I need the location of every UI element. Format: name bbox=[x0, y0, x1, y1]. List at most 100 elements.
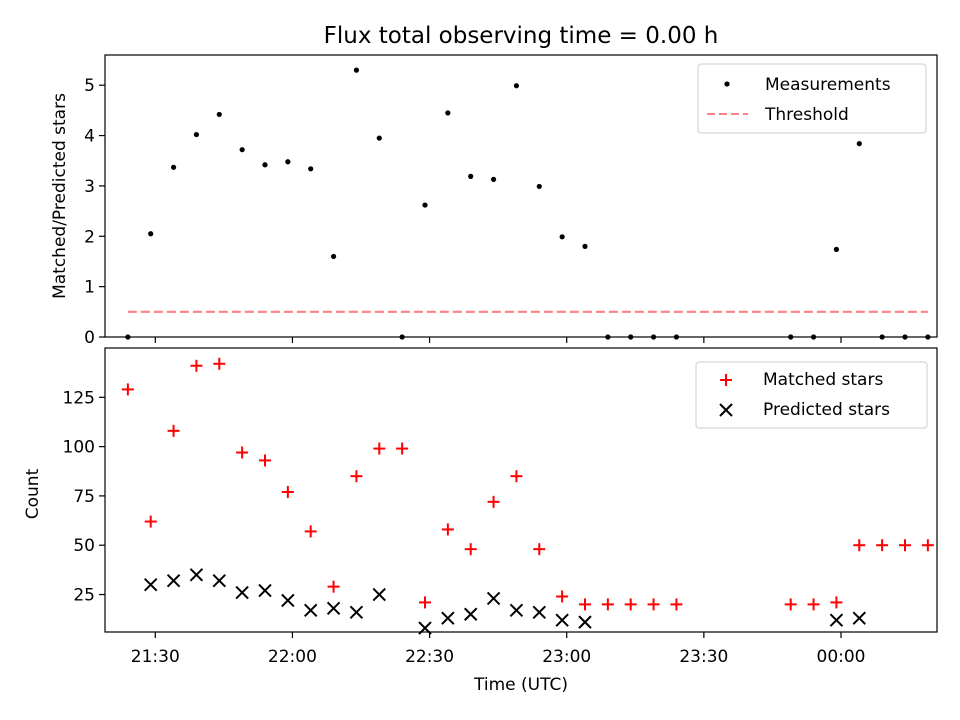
predicted-star-b bbox=[578, 615, 592, 629]
predicted-star-b bbox=[829, 613, 844, 627]
y-tick-label: 5 bbox=[84, 76, 95, 96]
predicted-star-point bbox=[166, 574, 181, 588]
matched-star-point bbox=[807, 598, 820, 611]
matched-star-point bbox=[533, 543, 546, 556]
predicted-star-point bbox=[578, 615, 592, 629]
predicted-star-point bbox=[464, 607, 478, 621]
x-tick-label: 21:30 bbox=[131, 647, 180, 667]
predicted-star-b bbox=[326, 601, 341, 616]
legend-predicted-swatch bbox=[719, 403, 733, 417]
matched-star-point bbox=[487, 495, 500, 508]
predicted-star-b bbox=[852, 611, 866, 625]
predicted-star-point bbox=[349, 605, 364, 619]
x-tick-label: 23:00 bbox=[542, 647, 591, 667]
matched-star-point bbox=[670, 598, 683, 611]
predicted-star-point bbox=[509, 603, 524, 618]
measurement-point bbox=[216, 111, 222, 118]
measurement-point bbox=[559, 234, 565, 240]
bottom-panel-y-ticks: 25 50 75 100 125 bbox=[63, 388, 105, 606]
matched-star-point bbox=[396, 442, 409, 455]
legend-measurements-swatch bbox=[724, 81, 730, 87]
measurement-point bbox=[582, 243, 588, 249]
bottom-panel-frame bbox=[104, 347, 938, 633]
legend-threshold-label: Threshold bbox=[764, 105, 849, 125]
matched-star-point bbox=[784, 598, 797, 611]
predicted-star-point bbox=[486, 591, 501, 606]
y-tick-label: 0 bbox=[84, 328, 95, 348]
measurement-point bbox=[308, 166, 314, 172]
legend-matched-label: Matched stars bbox=[763, 370, 883, 390]
matched-star-point bbox=[556, 590, 569, 603]
matched-star-point bbox=[167, 424, 180, 437]
matched-star-point bbox=[579, 598, 591, 611]
matched-star-point bbox=[121, 383, 134, 396]
matched-star-point bbox=[304, 525, 317, 538]
x-tick-label: 00:00 bbox=[817, 647, 866, 667]
matched-star-point bbox=[624, 598, 637, 611]
bottom-panel-x-ticks: 21:30 22:00 22:30 23:00 23:30 00:00 bbox=[131, 632, 866, 667]
predicted-star-point bbox=[372, 587, 386, 602]
predicted-star-point bbox=[852, 611, 866, 625]
y-tick-label: 4 bbox=[84, 127, 95, 147]
predicted-star-point bbox=[829, 613, 844, 627]
measurement-point bbox=[353, 67, 360, 73]
matched-star-point bbox=[830, 596, 843, 609]
predicted-star-point bbox=[144, 577, 158, 592]
bottom-panel-marks bbox=[121, 357, 934, 635]
matched-star-point bbox=[190, 359, 203, 372]
matched-star-point bbox=[464, 543, 477, 556]
predicted-star-point bbox=[441, 611, 455, 625]
predicted-star-point bbox=[235, 585, 249, 600]
legend-measurements-label: Measurements bbox=[765, 75, 891, 95]
predicted-star-b bbox=[281, 593, 295, 608]
predicted-star-b bbox=[144, 577, 158, 592]
y-tick-label: 50 bbox=[73, 536, 95, 556]
matched-star-point bbox=[876, 539, 889, 552]
predicted-star-point bbox=[189, 568, 204, 582]
predicted-star-b bbox=[304, 603, 318, 618]
matched-star-point bbox=[647, 598, 660, 611]
measurement-point bbox=[262, 162, 268, 168]
predicted-star-point bbox=[555, 613, 569, 627]
matched-star-point bbox=[510, 470, 523, 483]
y-tick-label: 1 bbox=[84, 278, 95, 298]
y-tick-label: 25 bbox=[73, 586, 95, 606]
matched-star-point bbox=[441, 523, 454, 536]
bottom-panel: 25 50 75 100 125 21:30 22:00 22:30 23:00 23:30 00… bbox=[23, 347, 938, 695]
measurement-point bbox=[536, 183, 542, 190]
predicted-star-point bbox=[326, 601, 341, 616]
matched-star-point bbox=[350, 470, 363, 483]
matched-star-point bbox=[419, 596, 431, 609]
predicted-star-point bbox=[304, 603, 318, 618]
predicted-star-b bbox=[166, 574, 181, 588]
measurement-point bbox=[376, 135, 382, 141]
matched-star-point bbox=[259, 454, 271, 467]
predicted-star-b bbox=[258, 583, 272, 598]
measurement-point bbox=[422, 202, 428, 208]
matched-star-point bbox=[853, 539, 866, 552]
x-axis-label: Time (UTC) bbox=[473, 675, 568, 695]
predicted-star-b bbox=[212, 574, 226, 588]
measurement-point bbox=[513, 83, 520, 89]
predicted-star-b bbox=[349, 605, 364, 619]
top-legend-box bbox=[697, 63, 927, 134]
measurement-point bbox=[148, 231, 154, 237]
legend-predicted-label: Predicted stars bbox=[763, 400, 890, 420]
bottom-legend: Matched stars Predicted stars bbox=[695, 361, 928, 429]
top-panel-y-ticks: 0 1 2 3 4 5 bbox=[84, 76, 105, 348]
measurement-point bbox=[170, 164, 177, 170]
predicted-star-b bbox=[486, 591, 501, 606]
top-panel-x-ticks bbox=[154, 337, 842, 343]
measurement-point bbox=[833, 246, 840, 252]
top-panel-frame bbox=[104, 54, 938, 338]
bottom-legend-box bbox=[695, 361, 928, 429]
predicted-star-b bbox=[555, 613, 569, 627]
top-panel-y-label: Matched/Predicted stars bbox=[50, 93, 70, 299]
matched-star-point bbox=[327, 580, 340, 593]
predicted-star-b bbox=[464, 607, 478, 621]
measurement-point bbox=[239, 147, 245, 153]
matched-star-point bbox=[601, 598, 614, 611]
y-tick-label: 100 bbox=[63, 438, 95, 458]
top-panel-marks bbox=[125, 67, 931, 340]
